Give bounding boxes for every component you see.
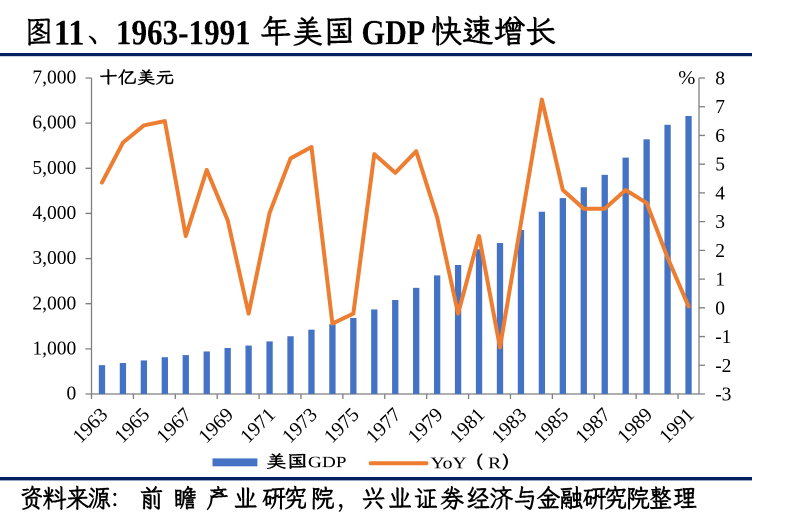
svg-text:5: 5 — [715, 155, 725, 176]
svg-text:4: 4 — [715, 183, 725, 204]
svg-text:-3: -3 — [715, 385, 731, 406]
svg-text:6,000: 6,000 — [32, 113, 76, 134]
svg-text:1,000: 1,000 — [32, 338, 76, 359]
svg-text:2: 2 — [715, 241, 725, 262]
svg-text:%: % — [678, 67, 695, 89]
svg-text:-1: -1 — [715, 327, 731, 348]
svg-text:3: 3 — [715, 212, 725, 233]
svg-text:1: 1 — [715, 270, 725, 291]
svg-text:2,000: 2,000 — [32, 293, 76, 314]
svg-text:3,000: 3,000 — [32, 248, 76, 269]
svg-text:7: 7 — [715, 97, 725, 118]
svg-text:7,000: 7,000 — [32, 68, 76, 89]
svg-text:-2: -2 — [715, 356, 731, 377]
svg-text:6: 6 — [715, 126, 725, 147]
svg-text:8: 8 — [715, 69, 725, 90]
svg-text:4,000: 4,000 — [32, 203, 76, 224]
svg-text:5,000: 5,000 — [32, 158, 76, 179]
svg-text:0: 0 — [66, 384, 76, 405]
svg-text:0: 0 — [715, 298, 725, 319]
